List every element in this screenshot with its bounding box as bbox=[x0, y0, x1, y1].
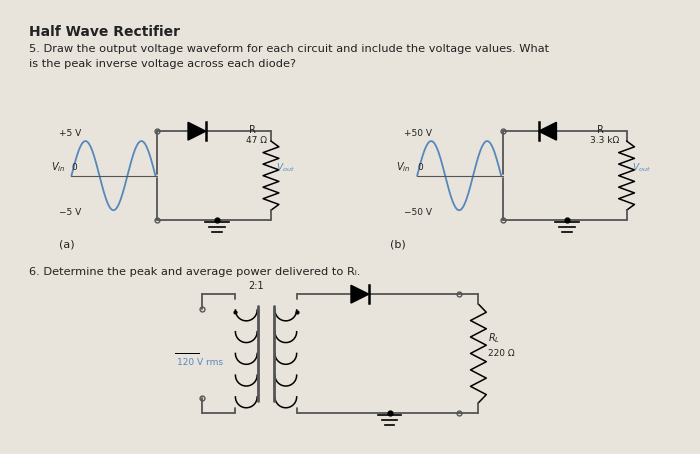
Text: 47 Ω: 47 Ω bbox=[246, 136, 267, 145]
Text: (a): (a) bbox=[59, 240, 74, 250]
Text: 0: 0 bbox=[417, 163, 423, 172]
Text: 6. Determine the peak and average power delivered to Rₗ.: 6. Determine the peak and average power … bbox=[29, 267, 360, 277]
Text: (b): (b) bbox=[389, 240, 405, 250]
Text: 5. Draw the output voltage waveform for each circuit and include the voltage val: 5. Draw the output voltage waveform for … bbox=[29, 44, 549, 69]
Polygon shape bbox=[539, 122, 556, 140]
Polygon shape bbox=[351, 285, 369, 303]
Text: 3.3 kΩ: 3.3 kΩ bbox=[590, 136, 620, 145]
Text: $V_{out}$: $V_{out}$ bbox=[276, 162, 295, 174]
Text: Half Wave Rectifier: Half Wave Rectifier bbox=[29, 25, 180, 39]
Text: +5 V: +5 V bbox=[59, 129, 81, 138]
Text: R: R bbox=[597, 125, 604, 135]
Polygon shape bbox=[188, 122, 206, 140]
Text: −50 V: −50 V bbox=[405, 208, 433, 217]
Text: −5 V: −5 V bbox=[59, 208, 81, 217]
Text: 2:1: 2:1 bbox=[248, 281, 264, 291]
Text: 0: 0 bbox=[71, 163, 77, 172]
Text: +50 V: +50 V bbox=[405, 129, 433, 138]
Text: $R_L$: $R_L$ bbox=[489, 331, 500, 345]
Text: $V_{out}$: $V_{out}$ bbox=[631, 162, 650, 174]
Text: 220 Ω: 220 Ω bbox=[489, 350, 515, 358]
Text: R: R bbox=[249, 125, 256, 135]
Text: $V_{in}$: $V_{in}$ bbox=[396, 160, 411, 173]
Text: 120 V rms: 120 V rms bbox=[177, 358, 223, 367]
Text: $V_{in}$: $V_{in}$ bbox=[50, 160, 65, 173]
